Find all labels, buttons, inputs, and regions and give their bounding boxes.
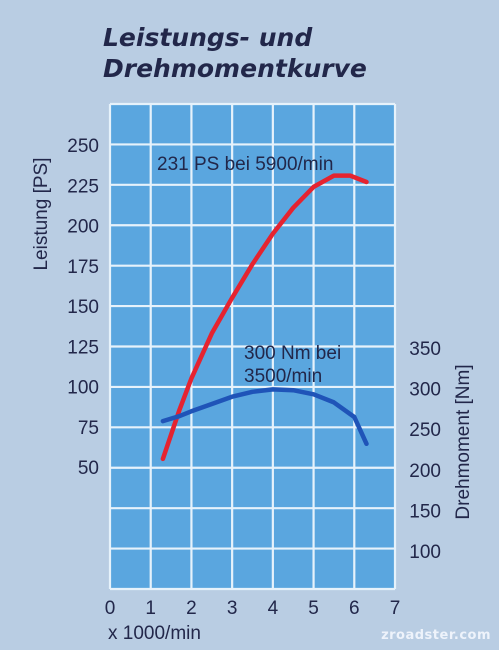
- y-left-tick-label: 150: [67, 297, 99, 318]
- torque-curve: [160, 387, 369, 447]
- torque-peak-annotation: 300 Nm bei: [244, 343, 341, 364]
- x-tick-label: 7: [390, 598, 401, 619]
- y-right-tick-label: 250: [409, 420, 441, 441]
- y-right-tick-label: 100: [409, 542, 441, 563]
- y-left-tick-label: 250: [67, 136, 99, 157]
- chart-title-line-2: Drehmomentkurve: [103, 54, 367, 83]
- y-right-tick-label: 200: [409, 461, 441, 482]
- y-right-tick-label: 150: [409, 501, 441, 522]
- y-left-tick-label: 75: [78, 418, 99, 439]
- x-tick-label: 1: [145, 598, 156, 619]
- x-tick-label: 3: [227, 598, 238, 619]
- power-curve: [160, 173, 369, 462]
- y-left-tick-label: 100: [67, 378, 99, 399]
- x-axis-label: x 1000/min: [108, 623, 201, 644]
- y-left-axis-label: Leistung [PS]: [31, 157, 52, 270]
- power-peak-annotation: 231 PS bei 5900/min: [157, 154, 333, 175]
- y-right-tick-label: 300: [409, 380, 441, 401]
- y-left-tick-label: 125: [67, 337, 99, 358]
- x-tick-label: 2: [186, 598, 197, 619]
- x-tick-label: 5: [308, 598, 319, 619]
- y-left-tick-label: 50: [78, 458, 99, 479]
- x-tick-label: 4: [268, 598, 279, 619]
- x-tick-label: 0: [105, 598, 116, 619]
- y-left-tick-label: 175: [67, 257, 99, 278]
- chart-title-line-1: Leistungs- und: [103, 23, 313, 52]
- y-left-tick-label: 225: [67, 176, 99, 197]
- watermark: zroadster.com: [381, 628, 491, 643]
- chart-title: Leistungs- und Drehmomentkurve: [103, 22, 367, 84]
- y-right-tick-label: 350: [409, 339, 441, 360]
- x-tick-label: 6: [349, 598, 360, 619]
- y-right-axis-label: Drehmoment [Nm]: [453, 364, 474, 519]
- y-left-tick-label: 200: [67, 217, 99, 238]
- torque-peak-annotation: 3500/min: [244, 366, 322, 387]
